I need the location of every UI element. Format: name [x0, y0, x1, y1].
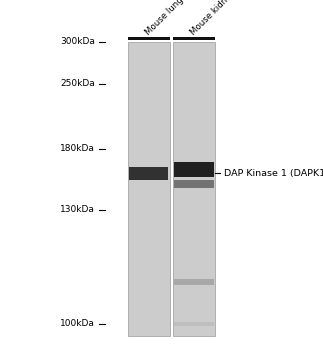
Point [97, 208, 100, 212]
Point [103, 208, 107, 212]
Point [103, 322, 107, 326]
Text: Mouse kidney: Mouse kidney [189, 0, 238, 37]
Text: 180kDa: 180kDa [60, 144, 95, 153]
Bar [128, 42, 170, 336]
Point [213, 171, 217, 175]
Bar [129, 167, 168, 180]
Bar [128, 37, 170, 40]
Point [103, 82, 107, 86]
Bar [173, 42, 215, 336]
Bar [174, 322, 214, 326]
Point [97, 147, 100, 151]
Bar [174, 279, 214, 285]
Point [97, 322, 100, 326]
Point [97, 40, 100, 44]
Text: 300kDa: 300kDa [60, 37, 95, 47]
Bar [173, 37, 215, 40]
Point [103, 40, 107, 44]
Bar [174, 162, 214, 177]
Text: 250kDa: 250kDa [60, 79, 95, 89]
Text: Mouse lung: Mouse lung [144, 0, 185, 37]
Text: 100kDa: 100kDa [60, 319, 95, 328]
Point [218, 171, 222, 175]
Bar [174, 180, 214, 188]
Text: DAP Kinase 1 (DAPK1): DAP Kinase 1 (DAPK1) [224, 169, 323, 178]
Text: 130kDa: 130kDa [60, 205, 95, 215]
Point [97, 82, 100, 86]
Point [103, 147, 107, 151]
